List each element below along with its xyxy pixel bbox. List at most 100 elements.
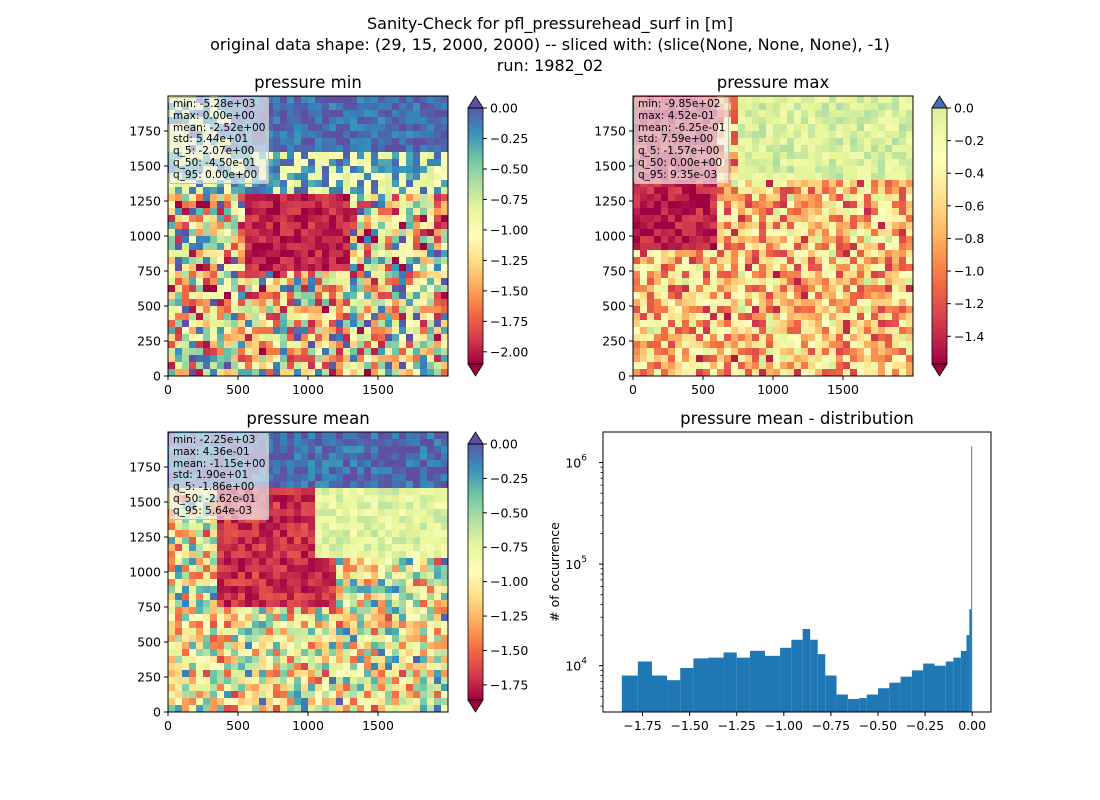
heatmap-cell — [808, 145, 816, 153]
heatmap-cell — [175, 243, 183, 251]
heatmap-cell — [182, 320, 190, 328]
heatmap-cell — [413, 684, 421, 692]
heatmap-cell — [224, 250, 232, 258]
heatmap-cell — [294, 103, 302, 111]
heatmap-cell — [378, 299, 386, 307]
heatmap-cell — [836, 103, 844, 111]
heatmap-cell — [224, 327, 232, 335]
heatmap-cell — [766, 320, 774, 328]
heatmap-cell — [434, 320, 442, 328]
heatmap-cell — [427, 355, 435, 363]
heatmap-cell — [413, 257, 421, 265]
heatmap-cell — [857, 327, 865, 335]
heatmap-cell — [189, 341, 197, 349]
heatmap-cell — [815, 369, 823, 377]
heatmap-cell — [689, 215, 697, 223]
heatmap-cell — [329, 656, 337, 664]
heatmap-cell — [322, 159, 330, 167]
heatmap-cell — [322, 201, 330, 209]
heatmap-cell — [266, 264, 274, 272]
heatmap-cell — [287, 264, 295, 272]
heatmap-cell — [815, 278, 823, 286]
heatmap-cell — [259, 187, 267, 195]
heatmap-cell — [364, 523, 372, 531]
heatmap-cell — [850, 215, 858, 223]
histogram-bar — [749, 650, 765, 712]
heatmap-cell — [315, 663, 323, 671]
heatmap-cell — [287, 229, 295, 237]
heatmap-cell — [745, 369, 753, 377]
heatmap-cell — [378, 138, 386, 146]
heatmap-cell — [245, 215, 253, 223]
heatmap-cell — [682, 285, 690, 293]
heatmap-cell — [210, 236, 218, 244]
heatmap-cell — [406, 705, 414, 713]
heatmap-cell — [273, 600, 281, 608]
heatmap-cell — [196, 558, 204, 566]
heatmap-cell — [773, 264, 781, 272]
heatmap-cell — [336, 103, 344, 111]
heatmap-cell — [203, 278, 211, 286]
heatmap-cell — [329, 446, 337, 454]
heatmap-cell — [406, 222, 414, 230]
heatmap-cell — [287, 474, 295, 482]
heatmap-cell — [829, 250, 837, 258]
heatmap-cell — [329, 103, 337, 111]
heatmap-cell — [308, 439, 316, 447]
heatmap-cell — [301, 110, 309, 118]
heatmap-cell — [294, 194, 302, 202]
heatmap-cell — [850, 187, 858, 195]
heatmap-cell — [385, 600, 393, 608]
heatmap-cell — [864, 138, 872, 146]
heatmap-cell — [399, 453, 407, 461]
heatmap-cell — [766, 271, 774, 279]
heatmap-cell — [661, 306, 669, 314]
heatmap-cell — [182, 565, 190, 573]
heatmap-cell — [878, 257, 886, 265]
heatmap-cell — [336, 299, 344, 307]
heatmap-cell — [385, 530, 393, 538]
heatmap-cell — [168, 670, 176, 678]
heatmap-cell — [315, 236, 323, 244]
heatmap-cell — [850, 103, 858, 111]
heatmap-cell — [829, 110, 837, 118]
heatmap-cell — [640, 257, 648, 265]
heatmap-cell — [350, 558, 358, 566]
heatmap-cell — [857, 110, 865, 118]
heatmap-cell — [308, 593, 316, 601]
heatmap-cell — [703, 292, 711, 300]
heatmap-cell — [308, 313, 316, 321]
heatmap-cell — [343, 257, 351, 265]
heatmap-cell — [836, 334, 844, 342]
heatmap-cell — [385, 341, 393, 349]
heatmap-cell — [892, 229, 900, 237]
heatmap-cell — [427, 691, 435, 699]
heatmap-cell — [287, 516, 295, 524]
heatmap-cell — [420, 439, 428, 447]
heatmap-cell — [238, 649, 246, 657]
heatmap-cell — [357, 523, 365, 531]
heatmap-cell — [633, 278, 641, 286]
heatmap-cell — [364, 306, 372, 314]
heatmap-cell — [906, 285, 914, 293]
heatmap-cell — [689, 271, 697, 279]
heatmap-cell — [301, 271, 309, 279]
heatmap-cell — [392, 642, 400, 650]
heatmap-cell — [759, 187, 767, 195]
heatmap-cell — [343, 215, 351, 223]
heatmap-cell — [427, 460, 435, 468]
colorbar-frame — [467, 107, 484, 365]
heatmap-cell — [654, 236, 662, 244]
heatmap-cell — [780, 250, 788, 258]
heatmap-cell — [640, 348, 648, 356]
heatmap-cell — [808, 110, 816, 118]
heatmap-cell — [906, 208, 914, 216]
heatmap-cell — [371, 341, 379, 349]
heatmap-cell — [850, 313, 858, 321]
heatmap-cell — [654, 257, 662, 265]
x-tick-label: −1.50 — [670, 718, 708, 733]
heatmap-cell — [427, 432, 435, 440]
heatmap-cell — [259, 593, 267, 601]
heatmap-cell — [441, 236, 449, 244]
heatmap-cell — [906, 152, 914, 160]
